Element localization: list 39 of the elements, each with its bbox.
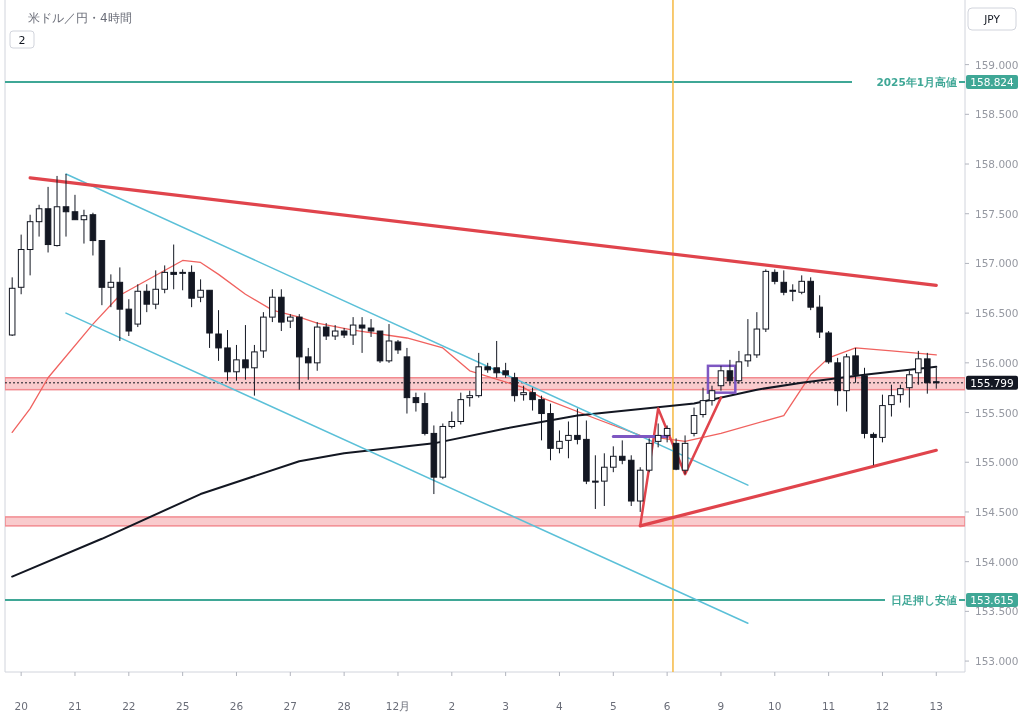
y-tick-label: 159.000	[975, 58, 1019, 71]
text: JPY	[983, 13, 1001, 25]
x-tick-label: 10	[768, 700, 782, 712]
x-tick-label: 28	[337, 700, 351, 712]
ref-line-label: 158.824	[970, 76, 1015, 89]
x-tick-label: 20	[14, 700, 28, 712]
x-tick-label: 26	[229, 700, 244, 712]
y-tick-label: 158.000	[975, 158, 1019, 171]
y-tick-label: 155.000	[975, 456, 1019, 469]
y-tick-label: 154.000	[975, 555, 1019, 568]
y-tick-label: 157.500	[975, 207, 1019, 220]
x-tick-label: 22	[122, 700, 136, 712]
y-tick-label: 153.000	[975, 655, 1019, 668]
annotation: 2025年1月高値	[876, 76, 957, 89]
annotation: 2	[18, 34, 26, 47]
x-tick-label: 12月	[385, 700, 411, 712]
x-tick-label: 12	[875, 700, 890, 712]
ref-line-label: 155.799	[970, 376, 1014, 389]
ref-line-label: 153.615	[970, 593, 1014, 606]
x-tick-label: 2	[448, 700, 456, 712]
y-tick-label: 158.500	[975, 108, 1019, 121]
x-tick-label: 13	[929, 700, 943, 712]
y-tick-label: 153.500	[975, 605, 1019, 618]
y-tick-label: 154.500	[975, 505, 1019, 518]
y-tick-label: 156.000	[975, 356, 1019, 369]
text: 米ドル／円・4時間	[28, 11, 132, 25]
x-tick-label: 9	[717, 700, 725, 712]
x-tick-label: 4	[556, 700, 564, 712]
y-tick-label: 156.500	[975, 307, 1019, 320]
x-tick-label: 3	[502, 700, 509, 712]
x-tick-label: 11	[821, 700, 836, 712]
x-tick-label: 27	[283, 700, 297, 712]
x-tick-label: 21	[68, 700, 82, 712]
x-tick-label: 6	[663, 700, 671, 712]
annotation: 日足押し安値	[891, 593, 957, 606]
y-tick-label: 155.500	[975, 406, 1019, 419]
x-tick-label: 25	[175, 700, 190, 712]
x-tick-label: 5	[609, 700, 617, 712]
y-tick-label: 157.000	[975, 257, 1019, 270]
